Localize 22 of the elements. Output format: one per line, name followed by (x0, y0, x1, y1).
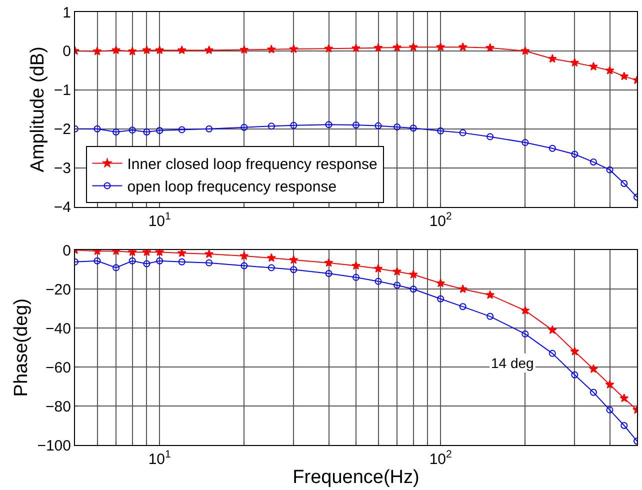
y-tick-label: −1 (54, 82, 71, 100)
y-tick-label: 0 (62, 242, 71, 260)
y-tick-label: −4 (54, 199, 71, 216)
x-tick-label: 10$^{2}$ (429, 448, 452, 468)
y-tick-label: −20 (46, 281, 71, 298)
legend-label: Inner closed loop frequency response (127, 156, 378, 174)
y-axis-title: Phase(deg) (11, 298, 32, 397)
y-tick-label: −100 (37, 437, 71, 454)
y-axis-title: Amplitude (dB) (28, 46, 49, 172)
y-tick-label: −80 (46, 398, 71, 416)
y-tick-label: −3 (54, 160, 71, 178)
x-tick-label: 10$^{1}$ (148, 210, 172, 230)
x-tick-label: 10$^{2}$ (429, 210, 452, 230)
y-tick-label: 1 (62, 4, 71, 22)
legend-label: open loop frequcency response (127, 178, 337, 196)
annotation: 14 deg (491, 355, 534, 371)
x-axis-title: Frequence(Hz) (292, 466, 420, 488)
y-tick-label: −60 (46, 359, 71, 376)
y-tick-label: 0 (62, 43, 71, 60)
x-tick-label: 10$^{1}$ (148, 448, 172, 468)
y-tick-label: −40 (46, 320, 71, 338)
y-tick-label: −2 (54, 121, 71, 138)
